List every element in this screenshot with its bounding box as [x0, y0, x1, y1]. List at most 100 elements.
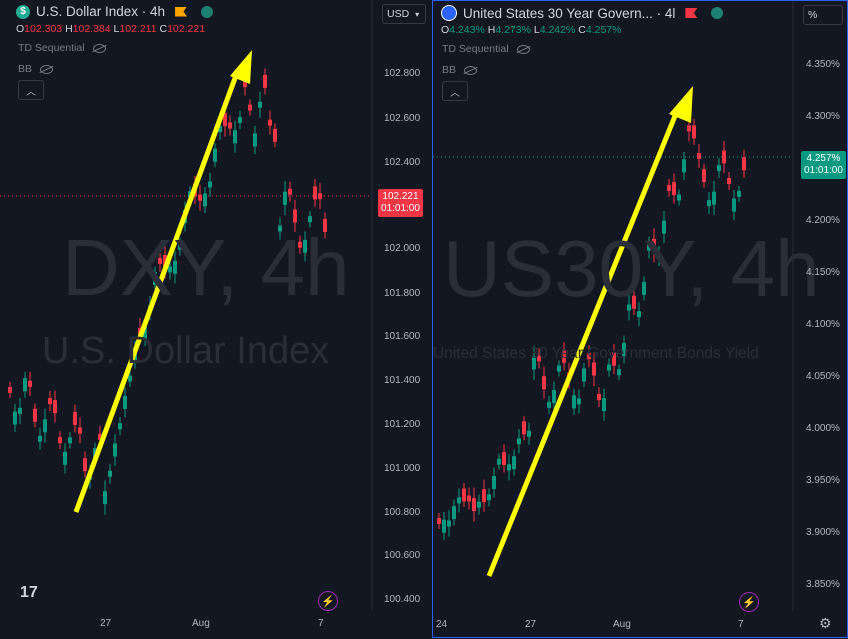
candle	[622, 343, 626, 357]
candle	[238, 116, 242, 123]
candle	[537, 355, 541, 362]
candle	[38, 435, 42, 442]
candle	[667, 184, 671, 191]
candle	[707, 200, 711, 207]
x-tick: 7	[738, 619, 744, 630]
candle	[168, 266, 172, 273]
candle	[203, 193, 207, 207]
dxy-watermark-symbol: DXY, 4h	[62, 223, 350, 312]
candle	[123, 395, 127, 409]
candle	[313, 186, 317, 200]
candle	[672, 182, 676, 196]
y-tick: 3.950%	[806, 475, 840, 486]
candle	[677, 194, 681, 201]
candle	[577, 398, 581, 405]
dollar-icon: $	[16, 4, 30, 19]
dxy-chart-canvas[interactable]	[0, 0, 432, 638]
us30y-legend[interactable]: United States 30 Year Govern... · 4l	[441, 5, 724, 21]
eye-off-icon[interactable]	[464, 65, 478, 75]
us30y-indicator-bb[interactable]: BB	[442, 64, 478, 76]
candle	[73, 411, 77, 425]
candle	[83, 458, 87, 472]
candle	[487, 494, 491, 501]
us30y-close: 4.257%	[585, 24, 622, 36]
tradingview-logo[interactable]: 17	[20, 584, 38, 601]
candle	[263, 74, 267, 88]
trend-arrow	[73, 69, 241, 513]
dxy-countdown: 01:01:00	[381, 203, 420, 214]
y-tick: 102.400	[384, 157, 421, 168]
unit-select[interactable]: %	[803, 5, 843, 25]
candle	[482, 489, 486, 503]
candle	[258, 101, 262, 108]
candle	[662, 220, 666, 234]
bolt-icon[interactable]: ⚡	[318, 591, 338, 611]
candle	[198, 194, 202, 201]
dxy-title[interactable]: U.S. Dollar Index · 4h	[36, 4, 166, 19]
dxy-watermark-name: U.S. Dollar Index	[42, 330, 330, 372]
gear-icon[interactable]: ⚙	[819, 615, 832, 631]
eye-off-icon[interactable]	[516, 44, 530, 54]
candle	[712, 191, 716, 205]
collapse-indicators-button[interactable]: ︿	[18, 80, 44, 100]
chevron-down-icon: ▾	[415, 9, 420, 19]
candle	[128, 375, 132, 382]
us30y-chart-canvas[interactable]	[433, 1, 848, 639]
candle	[642, 281, 646, 295]
candle	[597, 394, 601, 401]
candle	[477, 501, 481, 508]
y-tick: 101.400	[384, 375, 421, 386]
us30y-title[interactable]: United States 30 Year Govern... · 4l	[463, 5, 676, 21]
dxy-indicator-bb[interactable]: BB	[18, 63, 54, 75]
currency-select[interactable]: USD ▾	[382, 4, 426, 24]
us30y-watermark-name: United States 30 Year Government Bonds Y…	[433, 345, 759, 362]
flag-icon[interactable]	[175, 6, 188, 17]
candle	[547, 401, 551, 408]
candle	[213, 148, 217, 162]
y-tick: 101.200	[384, 419, 421, 430]
candle	[13, 411, 17, 425]
us30y-open: 4.243%	[449, 24, 485, 36]
candle	[572, 395, 576, 409]
us30y-indicator-td[interactable]: TD Sequential	[442, 43, 530, 55]
y-tick: 100.400	[384, 594, 421, 605]
dxy-price-tag: 102.221 01:01:00	[378, 189, 423, 217]
candle	[43, 419, 47, 433]
candle	[607, 364, 611, 371]
candle	[33, 408, 37, 422]
candle	[542, 376, 546, 390]
candle	[298, 241, 302, 248]
dxy-indicator-td[interactable]: TD Sequential	[18, 42, 106, 54]
y-tick: 101.600	[384, 331, 421, 342]
currency-label: USD	[387, 8, 410, 20]
candle	[702, 169, 706, 183]
candle	[253, 133, 257, 147]
x-tick: Aug	[192, 618, 210, 629]
candle	[218, 126, 222, 133]
candle	[447, 520, 451, 527]
y-tick: 4.100%	[806, 319, 840, 330]
candle	[467, 495, 471, 502]
us30y-chart-pane[interactable]: US30Y, 4h United States 30 Year Governme…	[432, 0, 848, 638]
collapse-indicators-button[interactable]: ︿	[442, 81, 468, 101]
flag-icon[interactable]	[685, 8, 698, 18]
eye-off-icon[interactable]	[92, 43, 106, 53]
dxy-open: 102.303	[24, 23, 63, 35]
candle	[18, 407, 22, 414]
dxy-legend[interactable]: $ U.S. Dollar Index · 4h	[16, 4, 214, 19]
candle	[742, 157, 746, 171]
bolt-icon[interactable]: ⚡	[739, 592, 759, 612]
candle	[717, 165, 721, 172]
y-tick: 4.350%	[806, 59, 840, 70]
candle	[163, 254, 167, 268]
x-tick: 27	[100, 618, 112, 629]
y-tick: 102.600	[384, 113, 421, 124]
candle	[737, 190, 741, 197]
eye-off-icon[interactable]	[40, 64, 54, 74]
candle	[732, 198, 736, 212]
candle	[457, 497, 461, 504]
candle	[497, 458, 501, 465]
candle	[687, 125, 691, 132]
us-flag-icon	[441, 5, 457, 21]
dxy-chart-pane[interactable]: DXY, 4h U.S. Dollar Index $ U.S. Dollar …	[0, 0, 432, 638]
